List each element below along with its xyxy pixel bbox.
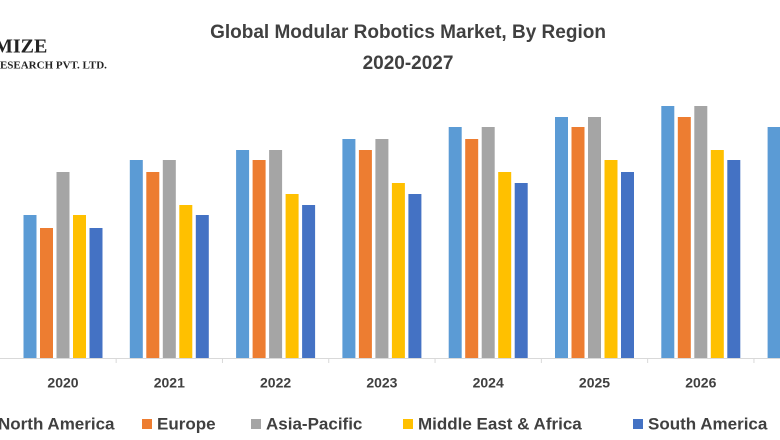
- legend-label: Asia-Pacific: [266, 414, 362, 433]
- bar: [604, 160, 618, 358]
- bar: [252, 160, 266, 358]
- bar: [129, 160, 143, 358]
- bar: [358, 150, 372, 358]
- bar: [375, 139, 389, 358]
- chart-title: Global Modular Robotics Market, By Regio…: [210, 22, 606, 43]
- bar: [694, 106, 708, 358]
- bar: [40, 228, 53, 358]
- bar: [710, 150, 724, 358]
- bar: [727, 160, 741, 358]
- bar: [555, 117, 568, 358]
- logo-text: MIZE: [0, 36, 47, 58]
- bar: [661, 106, 675, 358]
- bar: [448, 127, 462, 358]
- bar: [179, 205, 193, 358]
- bar: [588, 117, 601, 358]
- legend-label: North America: [0, 414, 115, 433]
- bar: [498, 172, 512, 358]
- chart-subtitle: 2020-2027: [363, 53, 454, 74]
- x-tick-label: 2026: [685, 375, 716, 391]
- x-tick-label: 2022: [260, 375, 291, 391]
- bar: [146, 172, 160, 358]
- bar: [162, 160, 176, 358]
- bar: [285, 194, 299, 358]
- bar: [89, 228, 103, 358]
- x-tick-label: 2020: [47, 375, 78, 391]
- x-tick-label: 2021: [154, 375, 185, 391]
- bar: [56, 172, 70, 358]
- bar: [571, 127, 585, 358]
- bar: [621, 172, 634, 358]
- legend-marker: [142, 419, 152, 429]
- bar: [767, 127, 780, 358]
- legend-marker: [403, 419, 413, 429]
- bar: [302, 205, 316, 358]
- bar: [408, 194, 422, 358]
- bar: [677, 117, 691, 358]
- bar: [195, 215, 209, 358]
- bar: [481, 127, 495, 358]
- bar: [514, 183, 528, 358]
- x-tick-label: 2025: [579, 375, 610, 391]
- legend-label: Europe: [157, 414, 216, 433]
- logo-subtext: RESEARCH PVT. LTD.: [0, 60, 107, 72]
- bar: [73, 215, 86, 358]
- bar: [23, 215, 37, 358]
- bar: [465, 139, 479, 358]
- bar: [236, 150, 250, 358]
- legend-marker: [633, 419, 643, 429]
- legend-marker: [251, 419, 261, 429]
- x-tick-label: 2023: [366, 375, 397, 391]
- legend-label: Middle East & Africa: [418, 414, 582, 433]
- x-tick-label: 2024: [473, 375, 504, 391]
- bar: [391, 183, 405, 358]
- bar: [342, 139, 356, 358]
- legend-label: South America: [648, 414, 768, 433]
- bar: [269, 150, 283, 358]
